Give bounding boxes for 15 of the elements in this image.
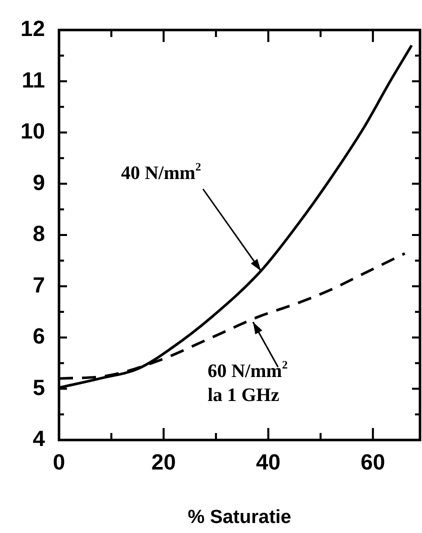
- x-tick-label: 20: [151, 449, 176, 474]
- y-tick-label: 4: [32, 426, 46, 452]
- y-tick-label: 6: [32, 324, 45, 349]
- x-axis-title: % Saturatie: [188, 506, 292, 528]
- y-tick-label: 5: [32, 374, 45, 400]
- x-tick-label: 60: [360, 449, 386, 474]
- x-tick-label: 0: [52, 449, 66, 474]
- y-tick-label: 12: [20, 16, 45, 42]
- y-tick-label: 9: [32, 170, 45, 195]
- y-tick-label: 11: [22, 67, 45, 92]
- y-tick-label: 10: [20, 118, 45, 144]
- x-tick-label: 40: [256, 449, 281, 474]
- y-tick-label: 7: [32, 272, 45, 298]
- y-tick-label: 8: [32, 221, 45, 246]
- annotation: la 1 GHz: [208, 385, 280, 406]
